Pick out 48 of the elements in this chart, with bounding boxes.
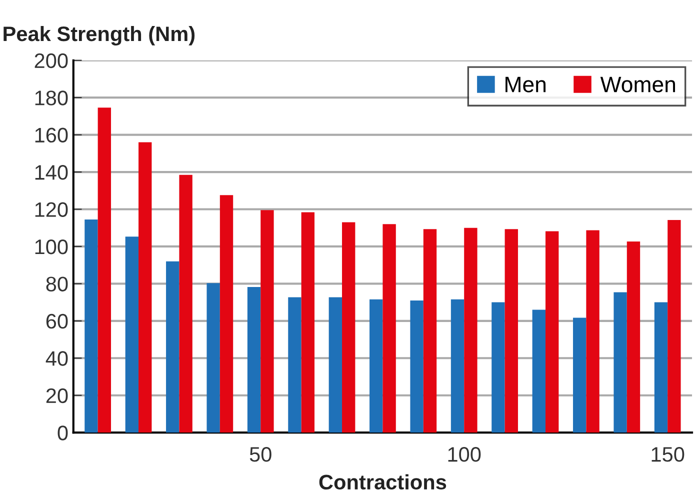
y-tick-label: 100 [35,239,68,254]
legend-label: Women [600,76,676,92]
bar [288,297,302,433]
bar [464,228,478,433]
bar [532,310,546,433]
y-tick-label: 20 [46,388,68,404]
bar [206,283,220,433]
bar [382,224,396,433]
bar [614,292,627,433]
y-tick-label: 160 [35,128,68,143]
bar [586,230,600,433]
y-tick-label: 60 [46,314,68,329]
x-axis-title: Contractions [319,474,446,490]
bar [260,210,274,433]
bar [328,297,342,433]
bar [98,108,111,433]
bar [370,299,383,433]
bar [410,300,424,433]
bar [654,302,668,433]
y-tick-label: 180 [35,90,68,106]
x-tick-label: 150 [652,447,684,462]
y-tick-label: 200 [34,53,68,68]
bar [342,222,356,433]
y-tick-label: 40 [46,351,68,366]
bar [84,219,98,433]
bar [247,287,261,433]
bar [492,302,505,433]
y-tick-label: 120 [35,202,68,217]
legend-label: Men [506,76,546,92]
bar [166,261,180,433]
y-tick-label: 0 [58,426,68,440]
bar [450,299,464,433]
bar [573,318,586,433]
bar [668,220,681,433]
bar [301,212,314,433]
bar [504,229,518,433]
y-axis-title: Peak Strength (Nm) [4,26,195,46]
bar [545,231,559,433]
bar [125,236,139,433]
bar [179,174,192,433]
bar [626,241,640,433]
y-tick-label: 80 [46,276,68,292]
bar [138,142,152,433]
x-tick-label: 50 [250,447,272,462]
bar [423,229,437,433]
y-tick-label: 140 [35,165,68,180]
bar [220,195,234,433]
x-tick-label: 100 [448,447,481,462]
